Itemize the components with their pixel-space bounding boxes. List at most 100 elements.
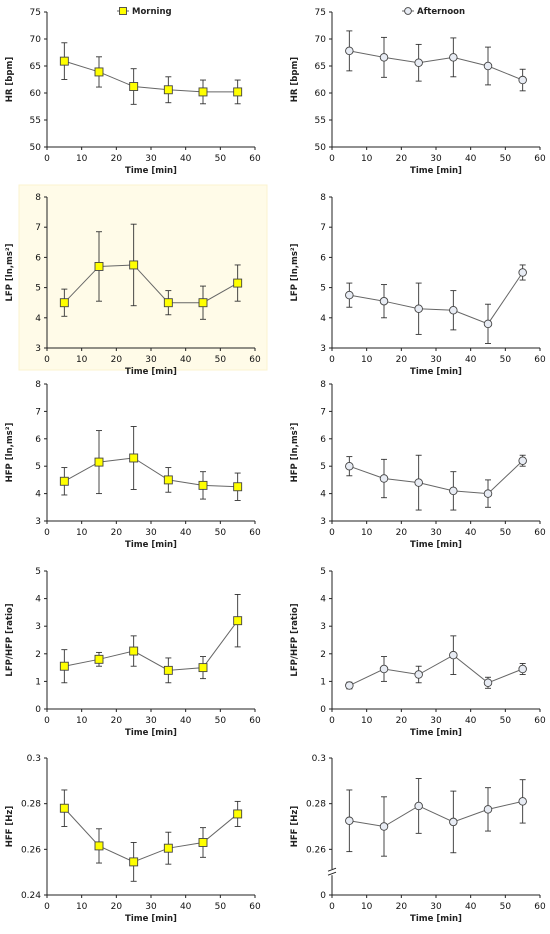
y-tick-label: 8 <box>320 193 326 203</box>
series-line <box>64 620 239 671</box>
x-tick-label: 0 <box>329 716 335 726</box>
x-tick-label: 10 <box>76 716 88 726</box>
x-tick-label: 50 <box>500 528 512 538</box>
x-tick-label: 20 <box>111 154 123 164</box>
axis-break-gap <box>328 869 336 876</box>
data-point-square <box>94 67 104 77</box>
data-point-square <box>59 56 69 66</box>
axis-break-mark <box>327 871 337 876</box>
data-point-square <box>129 82 139 91</box>
x-tick-label: 10 <box>361 355 373 365</box>
y-axis-label: LFP [ln,ms²] <box>290 243 300 301</box>
x-tick-label: 60 <box>249 902 261 912</box>
y-tick-label: 0.26 <box>306 845 326 855</box>
data-point-square <box>198 663 208 673</box>
y-tick-label: 3 <box>320 517 326 527</box>
x-tick-label: 50 <box>500 154 512 164</box>
chart-lfp-morning: 0 10 20 30 40 50 60 3 4 5 6 7 8 Time [min] LFP [ln,ms²… <box>5 184 268 377</box>
y-axis-label: LFP/HFP [ratio] <box>290 603 300 676</box>
y-tick-label: 5 <box>320 462 326 472</box>
x-tick-label: 40 <box>465 528 477 538</box>
y-tick-label: 70 <box>315 35 327 45</box>
y-tick-label: 7 <box>35 407 41 417</box>
legend-marker-square <box>119 7 127 15</box>
y-axis-label: HR [bpm] <box>5 57 15 103</box>
x-tick-label: 40 <box>465 154 477 164</box>
y-tick-label: 0 <box>320 891 326 901</box>
legend-label: Morning <box>132 7 172 17</box>
data-point-square <box>198 298 208 308</box>
y-tick-label: 75 <box>30 8 41 18</box>
x-tick-label: 30 <box>430 902 442 912</box>
data-point-square <box>129 260 139 270</box>
y-tick-label: 4 <box>320 314 326 324</box>
data-point-square <box>94 262 104 271</box>
chart-hr-morning: 0 10 20 30 40 50 60 50 55 60 65 70 75 Time [min] HR [b… <box>5 7 261 176</box>
data-point-circle <box>345 46 354 56</box>
y-tick-label: 0 <box>35 705 41 715</box>
data-point-square <box>163 298 173 308</box>
data-point-circle <box>379 822 389 831</box>
x-tick-label: 40 <box>180 902 192 912</box>
y-tick-label: 3 <box>35 344 41 354</box>
series-line <box>349 800 523 828</box>
chart-hfp-morning: 0 10 20 30 40 50 60 3 4 5 6 7 8 Time [min] HFP [ln,ms²… <box>5 380 261 550</box>
data-point-square <box>198 480 208 490</box>
x-axis-label: Time [min] <box>125 540 177 550</box>
x-tick-label: 20 <box>111 902 123 912</box>
chart-hr-afternoon: 0 10 20 30 40 50 60 50 55 60 65 70 75 Time [min] HR [b… <box>290 7 546 176</box>
x-tick-label: 10 <box>361 716 373 726</box>
x-tick-label: 10 <box>361 528 373 538</box>
x-axis-label: Time [min] <box>410 728 462 738</box>
x-tick-label: 0 <box>329 355 335 365</box>
y-axis-label: LFP/HFP [ratio] <box>5 603 15 676</box>
data-point-square <box>59 661 69 671</box>
chart-ratio-morning: 0 10 20 30 40 50 60 0 1 2 3 4 5 Time [min] LFP/HFP [ra… <box>5 567 261 738</box>
series-line <box>349 654 523 686</box>
data-point-circle <box>483 678 493 688</box>
y-tick-label: 0.3 <box>312 754 326 764</box>
x-axis-label: Time [min] <box>410 914 462 924</box>
x-tick-label: 20 <box>396 528 408 538</box>
x-tick-label: 0 <box>44 355 50 365</box>
y-tick-label: 4 <box>320 595 326 605</box>
x-tick-label: 40 <box>180 154 192 164</box>
data-point-circle <box>379 53 389 62</box>
x-tick-label: 60 <box>249 154 261 164</box>
data-point-circle <box>345 461 354 471</box>
data-point-circle <box>518 664 527 674</box>
y-tick-label: 7 <box>35 223 41 233</box>
x-tick-label: 60 <box>534 355 546 365</box>
data-point-square <box>163 843 173 853</box>
x-tick-label: 0 <box>329 902 335 912</box>
y-tick-label: 2 <box>320 650 326 660</box>
x-tick-label: 60 <box>249 716 261 726</box>
data-point-circle <box>379 474 389 483</box>
y-tick-label: 5 <box>320 567 326 577</box>
y-tick-label: 55 <box>30 116 41 126</box>
series-line <box>349 50 523 81</box>
x-tick-label: 30 <box>430 355 442 365</box>
y-tick-label: 60 <box>315 89 327 99</box>
data-point-square <box>59 803 69 813</box>
x-tick-label: 10 <box>361 902 373 912</box>
data-point-circle <box>518 797 527 806</box>
x-tick-label: 30 <box>430 154 442 164</box>
x-tick-label: 0 <box>44 528 50 538</box>
x-tick-label: 60 <box>534 528 546 538</box>
x-tick-label: 60 <box>249 528 261 538</box>
y-tick-label: 6 <box>320 253 326 263</box>
x-tick-label: 60 <box>534 902 546 912</box>
y-tick-label: 3 <box>320 344 326 354</box>
x-axis-label: Time [min] <box>410 166 462 176</box>
x-tick-label: 40 <box>465 716 477 726</box>
data-point-circle <box>414 670 423 679</box>
x-tick-label: 20 <box>396 154 408 164</box>
y-tick-label: 8 <box>35 193 41 203</box>
x-tick-label: 50 <box>215 902 227 912</box>
data-point-circle <box>414 478 423 487</box>
y-tick-label: 65 <box>30 62 41 72</box>
y-tick-label: 75 <box>315 8 326 18</box>
y-tick-label: 8 <box>35 380 41 390</box>
data-point-square <box>198 838 208 847</box>
